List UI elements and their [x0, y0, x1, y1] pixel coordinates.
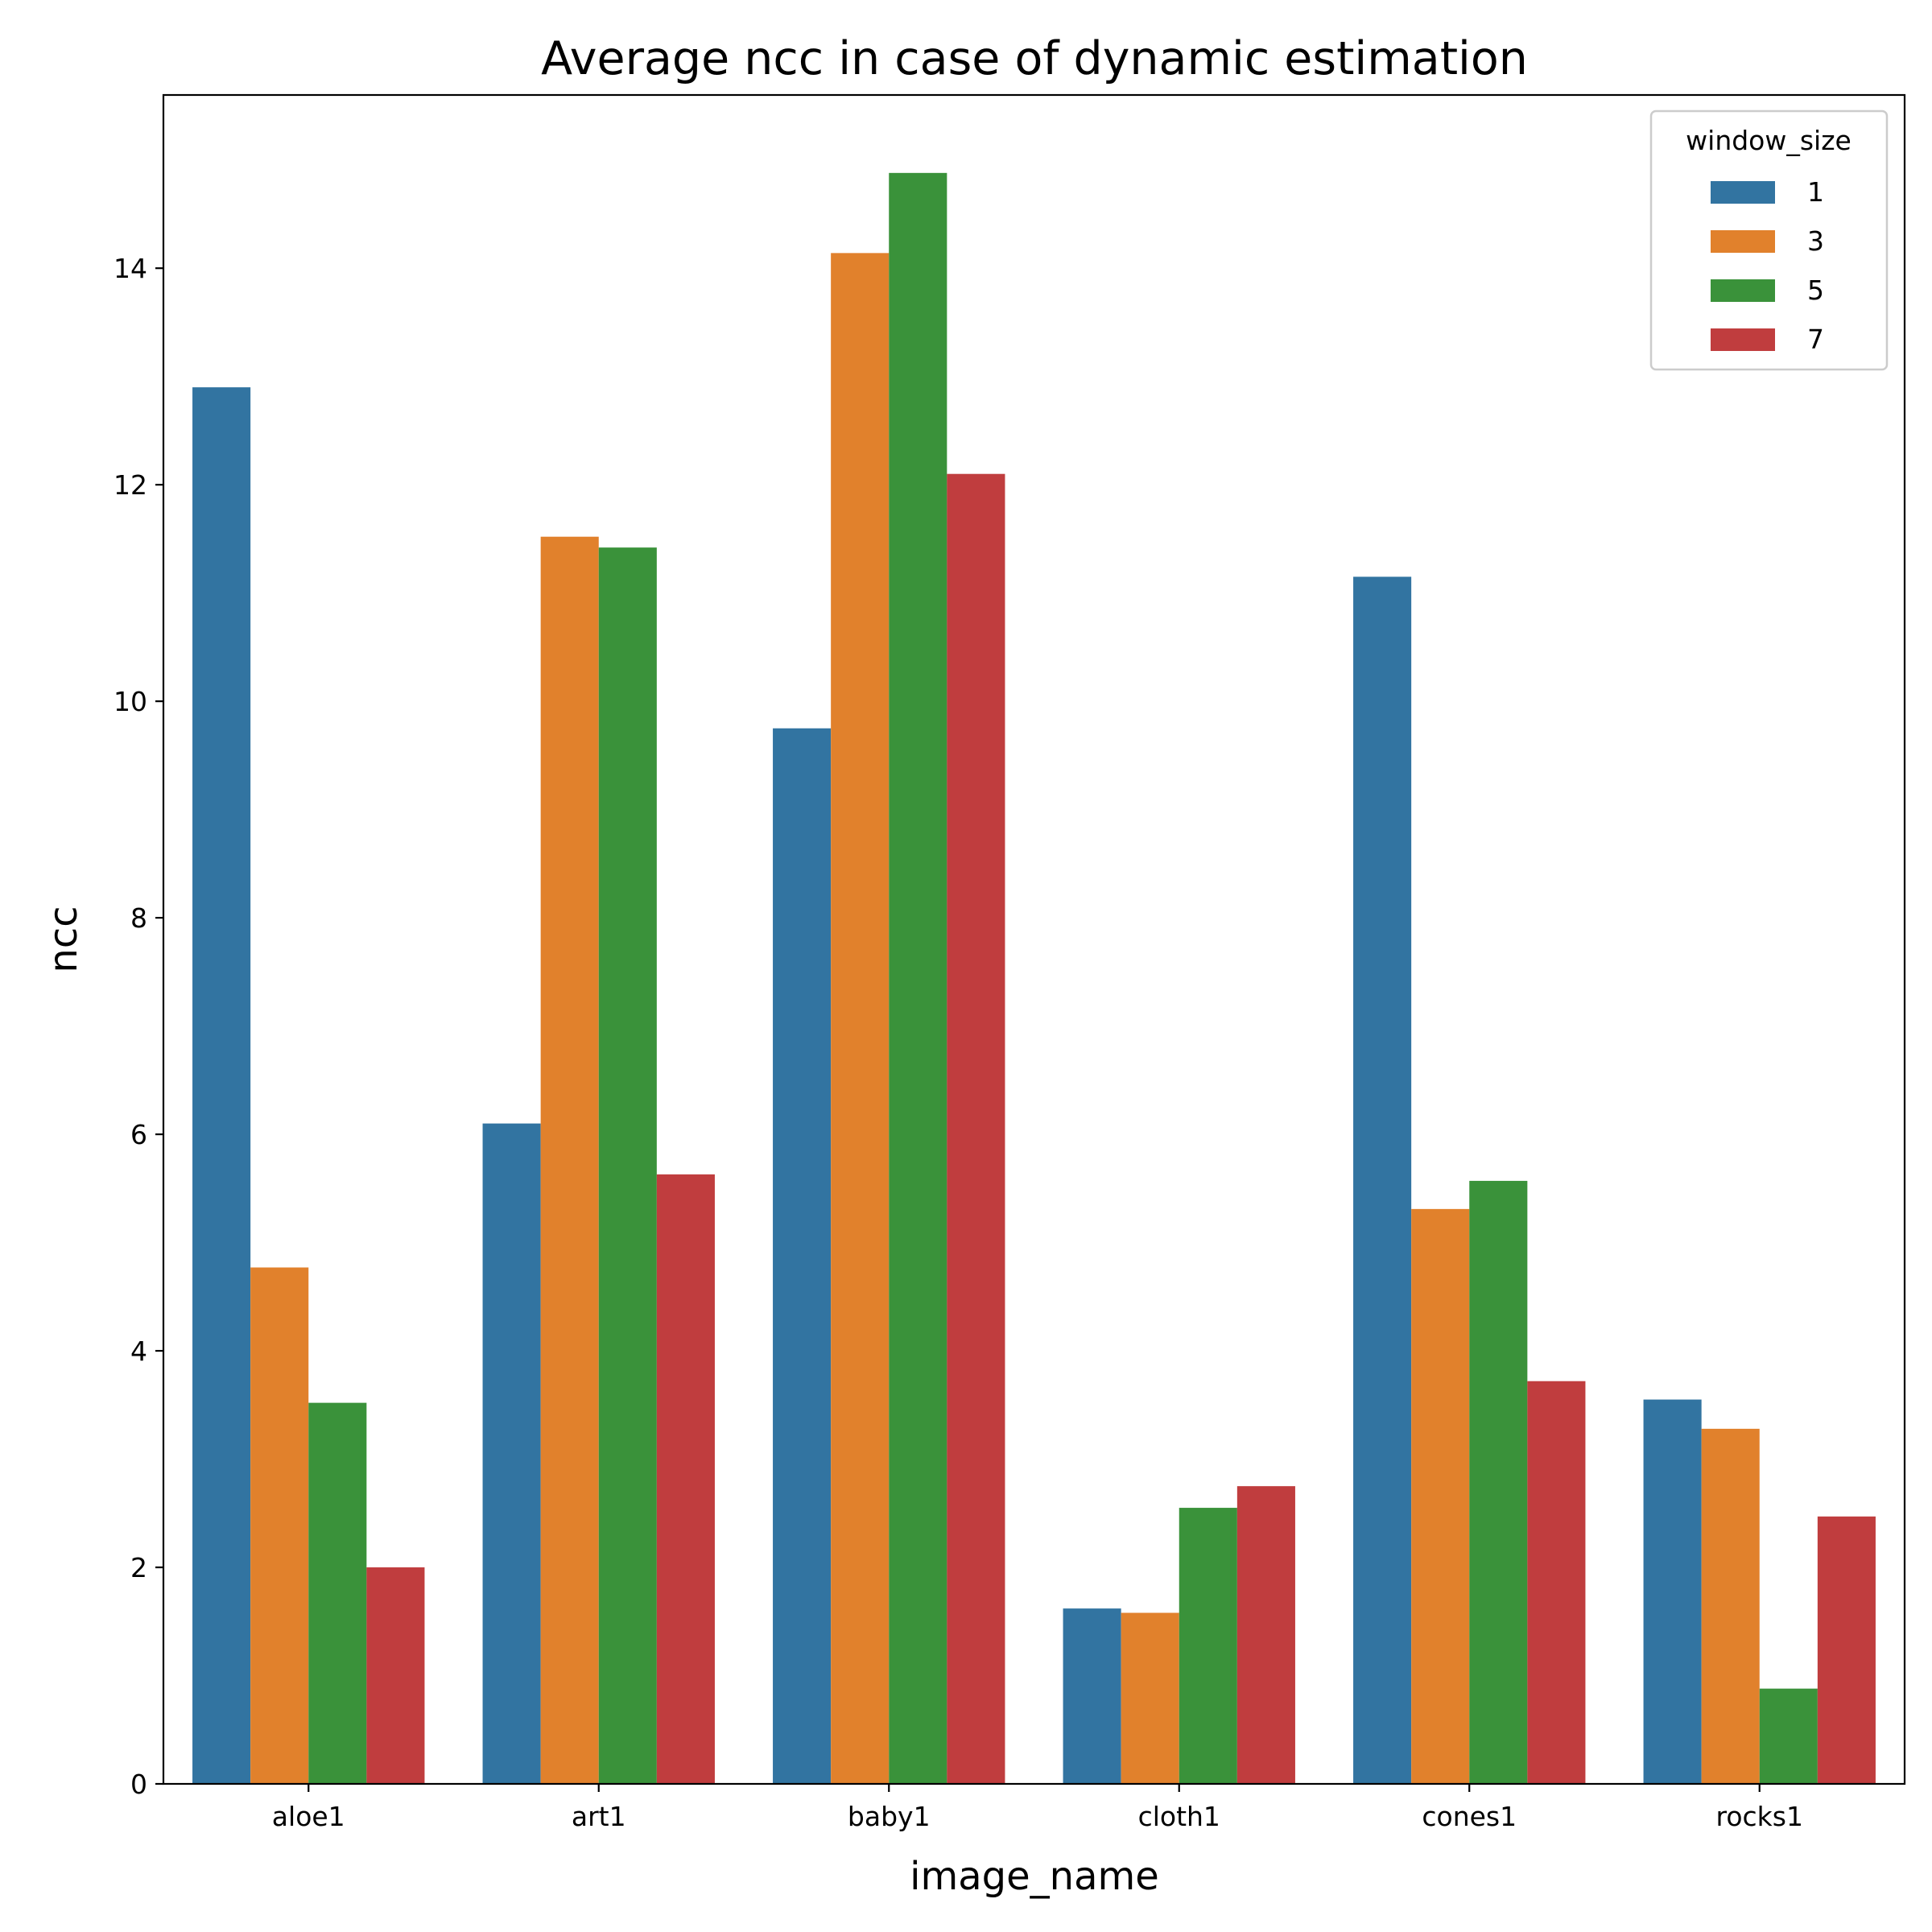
y-tick-label: 0 [130, 1769, 147, 1800]
bar-cones1-ws5 [1469, 1180, 1528, 1784]
legend-label-ws3: 3 [1807, 225, 1824, 257]
x-axis-title: image_name [910, 1854, 1159, 1899]
y-tick-label: 6 [130, 1119, 147, 1150]
bar-cones1-ws3 [1411, 1208, 1470, 1784]
legend-title: window_size [1686, 125, 1852, 156]
bar-aloe1-ws5 [308, 1402, 367, 1784]
y-tick-label: 10 [114, 686, 147, 717]
bar-baby1-ws5 [889, 172, 947, 1785]
bar-cones1-ws1 [1353, 576, 1412, 1784]
y-tick-label: 14 [114, 253, 147, 284]
legend-swatch-ws5 [1711, 279, 1775, 302]
x-tick-label: art1 [572, 1801, 626, 1832]
y-tick-label: 2 [130, 1552, 147, 1583]
bar-art1-ws7 [656, 1174, 715, 1784]
legend-swatch-ws1 [1711, 181, 1775, 204]
legend-label-ws1: 1 [1807, 176, 1824, 208]
bar-baby1-ws7 [947, 473, 1005, 1785]
x-tick-label: aloe1 [272, 1801, 345, 1832]
y-tick-label: 8 [130, 902, 147, 934]
bar-baby1-ws3 [831, 253, 890, 1785]
y-tick-label: 12 [114, 469, 147, 501]
x-tick-label: baby1 [848, 1801, 931, 1832]
bar-art1-ws5 [598, 547, 657, 1785]
x-tick-label: cloth1 [1138, 1801, 1220, 1832]
bar-rocks1-ws3 [1701, 1428, 1760, 1784]
bar-rocks1-ws5 [1759, 1688, 1818, 1784]
legend: window_size 1 3 5 7 [1649, 109, 1889, 371]
bar-art1-ws3 [540, 536, 599, 1785]
x-tick-label: cones1 [1422, 1801, 1517, 1832]
x-axis: aloe1 art1 baby1 cloth1 cones1 rocks1 [272, 1784, 1803, 1832]
y-axis-title: ncc [41, 906, 86, 972]
bars-group [192, 172, 1876, 1785]
x-tick-label: rocks1 [1716, 1801, 1803, 1832]
legend-label-ws5: 5 [1807, 275, 1824, 306]
legend-items: 1 3 5 7 [1711, 176, 1824, 355]
bar-rocks1-ws7 [1817, 1516, 1876, 1784]
bar-cloth1-ws5 [1179, 1508, 1237, 1784]
bar-baby1-ws1 [773, 728, 832, 1784]
y-tick-label: 4 [130, 1335, 147, 1367]
bar-aloe1-ws7 [366, 1567, 425, 1784]
legend-label-ws7: 7 [1807, 324, 1824, 355]
bar-cones1-ws7 [1527, 1381, 1586, 1784]
legend-swatch-ws7 [1711, 328, 1775, 351]
bar-cloth1-ws3 [1121, 1612, 1179, 1784]
bar-rocks1-ws1 [1643, 1399, 1702, 1784]
plot-frame [162, 93, 1906, 1785]
bar-art1-ws1 [482, 1123, 541, 1784]
legend-swatch-ws3 [1711, 230, 1775, 253]
chart-title: Average ncc in case of dynamic estimatio… [541, 32, 1528, 85]
y-axis: 0 2 4 6 8 10 12 14 [114, 253, 163, 1800]
bar-cloth1-ws7 [1236, 1486, 1295, 1784]
bar-aloe1-ws1 [192, 387, 251, 1784]
bar-aloe1-ws3 [250, 1267, 309, 1784]
bar-cloth1-ws1 [1063, 1608, 1121, 1784]
